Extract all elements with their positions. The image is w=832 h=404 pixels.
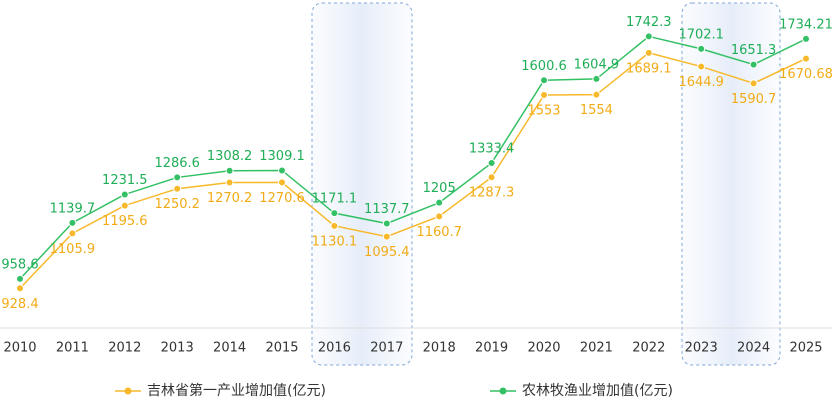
data-label: 1287.3 — [469, 186, 515, 201]
data-label: 1590.7 — [731, 92, 777, 107]
series-line — [19, 35, 807, 280]
data-label: 1308.2 — [207, 149, 253, 164]
point — [435, 198, 444, 207]
data-label: 1286.6 — [154, 156, 200, 171]
x-tick-label: 2011 — [56, 341, 89, 356]
point — [225, 166, 234, 175]
point — [802, 34, 810, 43]
x-tick-label: 2020 — [527, 341, 560, 356]
data-label: 1309.1 — [259, 149, 305, 164]
series-line — [19, 52, 807, 289]
data-label: 958.6 — [1, 257, 38, 272]
x-tick-label: 2017 — [370, 341, 403, 356]
point — [16, 284, 24, 293]
x-tick-label: 2022 — [632, 341, 665, 356]
legend-label: 农林牧渔业增加值(亿元) — [522, 383, 673, 399]
point — [120, 201, 129, 210]
data-label: 1137.7 — [364, 202, 410, 217]
data-label: 1231.5 — [102, 173, 148, 188]
legend-label: 吉林省第一产业增加值(亿元) — [147, 382, 326, 399]
point — [540, 90, 548, 99]
x-tick-label: 2025 — [789, 341, 822, 356]
data-label: 928.4 — [1, 297, 38, 312]
data-label: 1670.68 — [779, 67, 832, 82]
x-tick-label: 2023 — [685, 341, 718, 356]
point — [592, 90, 601, 99]
legend-marker — [499, 387, 507, 395]
data-label: 1270.2 — [207, 191, 253, 206]
data-label: 1554 — [580, 103, 613, 118]
x-tick-label: 2012 — [108, 341, 141, 356]
data-label: 1139.7 — [50, 201, 96, 216]
point — [697, 62, 706, 71]
x-tick-label: 2019 — [475, 341, 508, 356]
point — [644, 32, 653, 41]
x-tick-label: 2024 — [737, 341, 770, 356]
point — [173, 173, 182, 182]
legend-marker — [124, 387, 132, 395]
point — [644, 48, 653, 57]
data-label: 1095.4 — [364, 245, 410, 260]
data-label: 1604.9 — [574, 57, 620, 72]
data-label: 1195.6 — [102, 214, 148, 229]
data-label: 1160.7 — [416, 225, 462, 240]
data-label: 1250.2 — [154, 197, 200, 212]
data-label: 1333.4 — [469, 141, 515, 156]
x-tick-label: 2018 — [423, 341, 456, 356]
point — [68, 218, 77, 227]
point — [278, 166, 286, 175]
point — [278, 178, 286, 187]
point — [382, 232, 391, 241]
x-tick-label: 2021 — [580, 341, 613, 356]
point — [68, 229, 77, 238]
point — [540, 76, 548, 85]
point — [802, 54, 810, 63]
point — [382, 219, 391, 228]
x-tick-label: 2015 — [265, 341, 298, 356]
data-label: 1689.1 — [626, 61, 672, 76]
data-label: 1702.1 — [678, 27, 724, 42]
x-tick-label: 2016 — [318, 341, 351, 356]
data-label: 1171.1 — [312, 192, 358, 207]
point — [487, 158, 496, 167]
x-tick-label: 2013 — [161, 341, 194, 356]
point — [435, 212, 444, 221]
data-label: 1734.21 — [779, 17, 832, 32]
point — [749, 60, 758, 69]
point — [225, 178, 234, 187]
data-label: 1270.6 — [259, 191, 305, 206]
data-label: 1644.9 — [678, 75, 724, 90]
x-tick-label: 2010 — [3, 341, 36, 356]
data-label: 1742.3 — [626, 15, 672, 30]
point — [697, 44, 706, 53]
point — [120, 190, 129, 199]
data-label: 1130.1 — [312, 234, 358, 249]
x-tick-label: 2014 — [213, 341, 246, 356]
point — [592, 74, 601, 83]
highlight-box — [681, 2, 781, 366]
point — [487, 173, 496, 182]
point — [330, 221, 339, 230]
point — [330, 209, 339, 218]
point — [16, 274, 24, 283]
data-label: 1105.9 — [50, 242, 96, 257]
data-label: 1205 — [423, 181, 456, 196]
point — [749, 79, 758, 88]
data-label: 1553 — [527, 103, 560, 118]
data-label: 1600.6 — [521, 59, 567, 74]
highlight-box — [311, 2, 413, 366]
data-label: 1651.3 — [731, 43, 777, 58]
point — [173, 184, 182, 193]
